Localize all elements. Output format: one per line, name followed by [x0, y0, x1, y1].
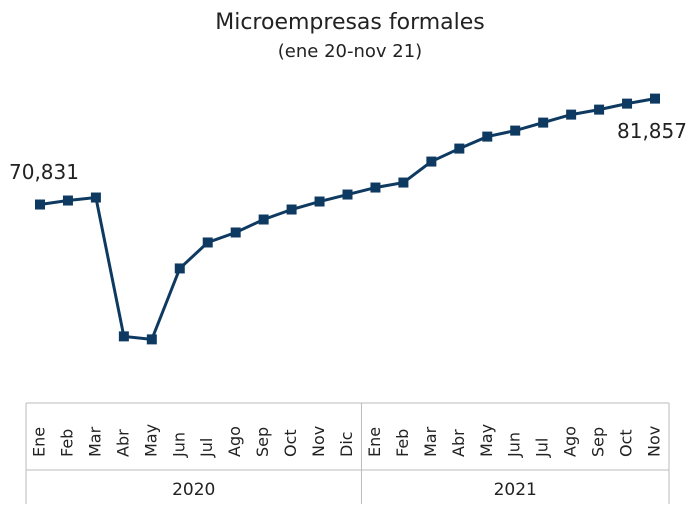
x-tick-label: Oct — [617, 429, 636, 457]
x-tick-label: Feb — [57, 429, 76, 457]
data-label: 70,831 — [9, 160, 79, 184]
group-label: 2020 — [172, 480, 215, 500]
x-tick-label: Dic — [337, 431, 356, 457]
data-point — [314, 196, 325, 207]
data-point — [90, 192, 101, 203]
x-tick-label: Jun — [505, 432, 524, 458]
x-tick-label: Sep — [589, 427, 608, 457]
data-point — [118, 331, 129, 342]
x-tick-label: Ago — [225, 426, 244, 457]
data-point — [174, 263, 185, 274]
data-point — [426, 156, 437, 167]
data-point — [230, 227, 241, 238]
data-point — [510, 125, 521, 136]
data-line — [39, 97, 656, 341]
data-point — [342, 189, 353, 200]
x-tick-label: Nov — [309, 426, 328, 457]
data-point — [62, 195, 73, 206]
x-tick-label: Mar — [85, 426, 104, 457]
x-tick-label: Sep — [253, 427, 272, 457]
x-tick-label: Ene — [365, 427, 384, 457]
data-point — [398, 177, 409, 188]
data-point — [622, 98, 633, 109]
x-tick-label: Oct — [281, 429, 300, 457]
x-tick-label: May — [141, 424, 160, 457]
data-point — [202, 237, 213, 248]
x-tick-label: Mar — [421, 426, 440, 457]
x-tick-label: Ene — [30, 427, 49, 457]
chart-title: Microempresas formales — [215, 10, 485, 35]
chart-subtitle: (ene 20-nov 21) — [278, 41, 422, 62]
data-point — [454, 143, 465, 154]
data-point — [482, 131, 493, 142]
data-point — [35, 199, 45, 210]
x-tick-label: Ago — [561, 426, 580, 457]
x-tick-label: Jul — [197, 438, 216, 458]
data-label: 81,857 — [617, 119, 687, 143]
x-tick-label: Jul — [533, 438, 552, 458]
data-point — [370, 182, 381, 193]
x-tick-label: Abr — [113, 429, 132, 457]
x-tick-label: Jun — [169, 432, 188, 458]
x-tick-label: May — [477, 424, 496, 457]
x-tick-label: Abr — [449, 429, 468, 457]
data-point — [146, 334, 157, 345]
data-point — [538, 117, 549, 128]
x-tick-label: Feb — [393, 429, 412, 457]
data-point — [650, 93, 660, 104]
data-point — [286, 204, 297, 215]
data-point — [566, 109, 577, 120]
data-point — [258, 214, 269, 225]
group-label: 2021 — [494, 480, 537, 500]
x-tick-label: Nov — [645, 426, 664, 457]
data-point — [594, 104, 605, 115]
